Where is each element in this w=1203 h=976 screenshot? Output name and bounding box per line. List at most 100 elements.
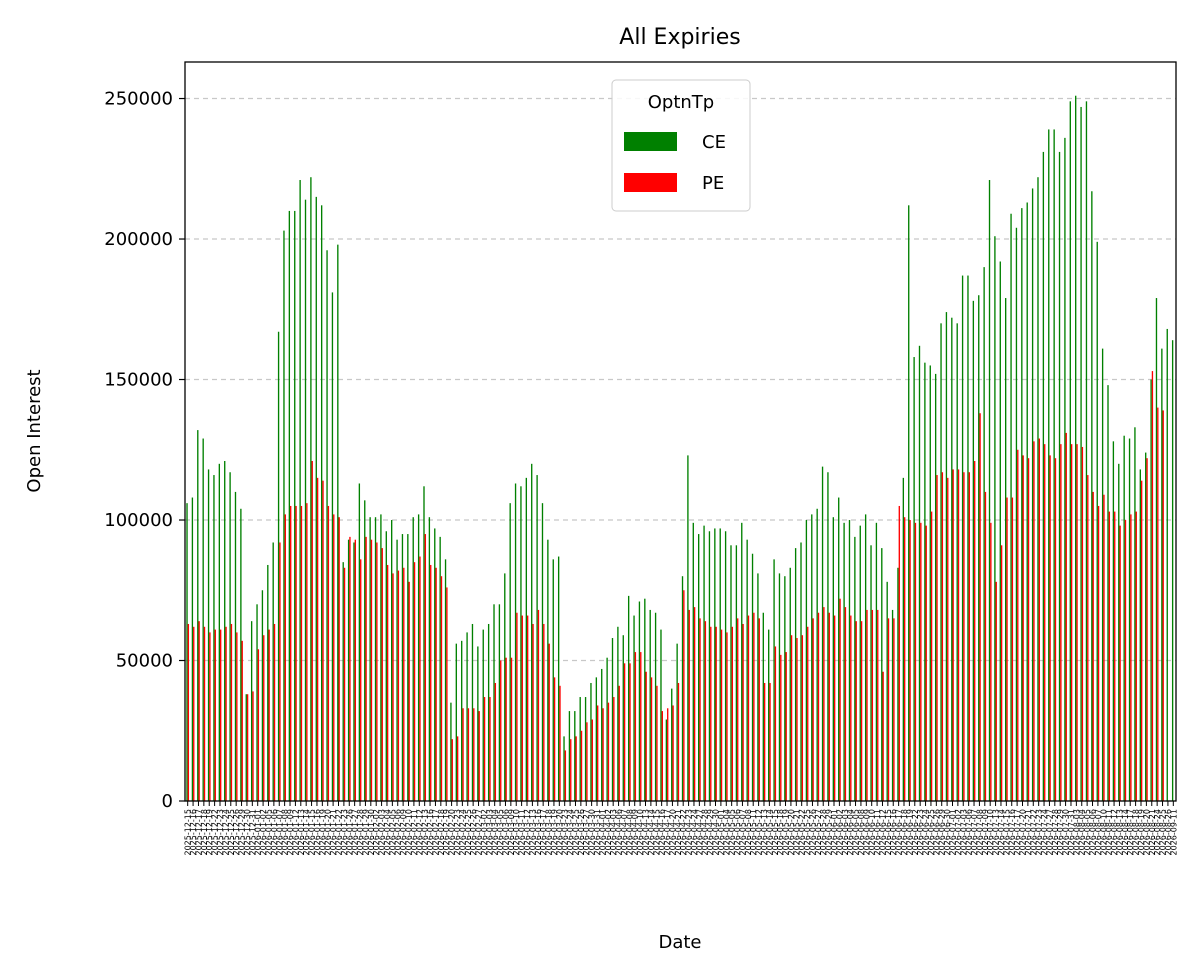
bar-pe-10 [241,640,243,801]
bar-pe-30 [349,536,351,801]
bar-ce-159 [1042,151,1045,801]
bar-ce-40 [401,534,404,801]
bar-ce-111 [784,576,786,801]
bar-pe-173 [1119,525,1121,801]
x-tick-label-135: 2026-06-22 [911,809,920,856]
x-tick-label-56: 2026-03-03 [485,809,494,856]
bar-pe-88 [661,711,663,801]
bar-ce-12 [250,621,253,801]
x-tick-label-113: 2026-05-21 [792,809,801,856]
x-tick-label-165: 2026-08-03 [1072,809,1081,856]
bar-ce-128 [875,522,878,801]
x-tick-label-149: 2026-07-10 [986,809,995,856]
bar-pe-27 [333,514,335,801]
bar-ce-174 [1123,435,1125,801]
bar-ce-103 [741,522,743,801]
x-tick-label-11: 2025-12-30 [243,809,252,856]
bar-ce-16 [272,542,274,801]
bar-pe-19 [290,505,292,801]
bar-pe-57 [494,682,497,801]
bar-pe-106 [758,618,760,801]
bar-pe-32 [360,559,362,801]
bar-ce-119 [827,472,829,801]
bar-ce-10 [240,508,242,801]
x-tick-label-83: 2026-04-09 [631,809,640,856]
bar-ce-78 [606,657,608,801]
x-tick-label-43: 2026-02-12 [415,809,424,856]
x-tick-label-59: 2026-03-06 [501,809,510,856]
bar-ce-136 [918,345,921,801]
x-tick-label-183: 2026-09-11 [1169,809,1178,856]
bar-pe-105 [753,612,755,801]
bar-ce-83 [633,615,635,801]
x-tick-label-110: 2026-05-18 [776,809,785,856]
x-tick-label-139: 2026-06-26 [932,809,941,856]
bar-pe-138 [930,511,933,801]
bar-pe-71 [570,739,572,801]
x-tick-label-91: 2026-04-21 [674,809,683,856]
x-tick-label-122: 2026-06-03 [841,809,850,856]
bar-ce-129 [881,548,883,801]
bar-ce-0 [186,503,188,801]
bar-ce-115 [805,520,808,801]
x-tick-label-71: 2026-03-24 [566,809,575,856]
bar-ce-29 [342,562,344,801]
y-tick-label-3: 150000 [104,370,173,391]
bar-ce-23 [310,177,312,801]
bar-ce-8 [229,472,231,801]
bar-pe-52 [467,708,470,801]
x-tick-label-9: 2025-12-26 [232,809,241,856]
bar-pe-50 [456,736,459,801]
x-tick-label-151: 2026-07-14 [997,809,1006,856]
bar-ce-141 [945,312,948,801]
bar-ce-175 [1128,438,1131,801]
bar-pe-158 [1038,438,1041,801]
bar-pe-132 [898,505,900,801]
bar-pe-166 [1081,446,1084,801]
bar-pe-120 [833,615,836,801]
x-tick-label-148: 2026-07-09 [981,809,990,856]
x-tick-label-15: 2026-01-05 [264,809,273,856]
bar-ce-132 [897,567,899,801]
bar-ce-173 [1118,463,1120,801]
bar-pe-171 [1108,511,1111,801]
bar-ce-27 [331,292,334,801]
x-tick-label-81: 2026-04-07 [620,809,629,856]
x-axis: 2025-12-152025-12-162025-12-172025-12-18… [184,801,1178,856]
x-tick-label-33: 2026-01-29 [361,809,370,856]
bar-ce-69 [557,556,560,801]
bar-ce-139 [934,373,937,801]
bar-ce-168 [1091,191,1093,801]
x-tick-label-147: 2026-07-08 [975,809,984,856]
x-tick-label-51: 2026-02-24 [458,809,467,856]
x-tick-label-7: 2025-12-24 [221,809,230,856]
bar-pe-150 [995,581,997,801]
x-tick-label-160: 2026-07-27 [1045,809,1054,856]
x-tick-label-21: 2026-01-13 [297,809,306,856]
x-tick-label-119: 2026-05-29 [825,809,834,856]
bar-pe-89 [667,708,669,801]
bar-ce-21 [299,180,301,802]
x-tick-label-117: 2026-05-27 [814,809,823,856]
bar-pe-114 [801,635,804,801]
bar-ce-93 [687,455,689,801]
bar-pe-59 [505,657,507,801]
bar-pe-47 [440,576,443,801]
bar-ce-143 [956,323,958,801]
bar-pe-111 [785,652,787,801]
bar-ce-25 [320,205,323,801]
bar-pe-98 [715,626,717,801]
x-tick-label-180: 2026-08-24 [1153,809,1162,856]
x-tick-label-36: 2026-02-03 [378,809,387,856]
y-tick-label-2: 100000 [104,510,173,531]
bar-pe-168 [1092,491,1094,801]
bar-ce-167 [1085,101,1088,802]
x-tick-label-174: 2026-08-14 [1121,809,1130,856]
x-tick-label-123: 2026-06-04 [846,809,855,856]
x-tick-label-34: 2026-01-30 [367,809,376,856]
bar-ce-110 [778,573,781,801]
bar-pe-13 [257,649,260,801]
bar-pe-65 [537,609,540,801]
bar-ce-18 [283,230,285,802]
bar-pe-79 [613,697,615,801]
